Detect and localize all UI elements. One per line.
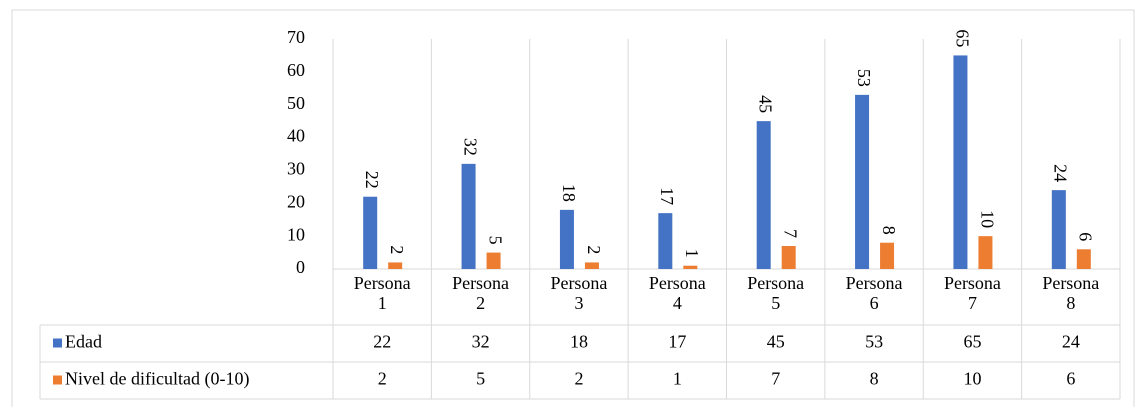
table-value: 32	[472, 332, 490, 352]
x-tick-label: Persona 2	[452, 273, 510, 313]
legend-key	[53, 338, 62, 348]
x-tick-label-box: Persona 3	[550, 273, 608, 313]
bar	[363, 196, 378, 269]
bar	[1051, 190, 1066, 269]
y-tick-label: 30	[287, 159, 305, 179]
data-label: 6	[1076, 232, 1096, 241]
x-tick-label-box: Persona 4	[648, 273, 706, 313]
x-tick-label-box: Persona 8	[1042, 273, 1100, 313]
x-tick-label-box: Persona 7	[943, 273, 1001, 313]
x-tick-label-box: Persona 1	[353, 273, 411, 313]
bar	[461, 163, 476, 269]
x-tick-label: Persona 4	[648, 273, 706, 313]
table-value: 2	[378, 369, 387, 389]
legend-key	[53, 375, 62, 385]
legend-label: Nivel de dificultad (0-10)	[65, 369, 249, 390]
data-label: 1	[682, 249, 702, 258]
x-tick-label: Persona 3	[550, 273, 608, 313]
table-value: 22	[373, 332, 391, 352]
y-tick-label: 60	[287, 60, 305, 80]
bar	[756, 121, 771, 270]
data-label: 32	[460, 138, 480, 156]
x-tick-label: Persona 6	[845, 273, 903, 313]
data-label: 65	[952, 29, 972, 47]
x-tick-label-box: Persona 5	[747, 273, 805, 313]
table-value: 8	[870, 369, 879, 389]
data-label: 53	[854, 69, 874, 87]
y-tick-label: 70	[287, 27, 305, 47]
bar	[486, 252, 501, 269]
bar	[388, 262, 403, 269]
bar	[781, 246, 796, 269]
table-value: 7	[771, 369, 780, 389]
table-value: 53	[865, 332, 883, 352]
table-value: 6	[1066, 369, 1075, 389]
table-value: 1	[673, 369, 682, 389]
data-label: 22	[362, 171, 382, 189]
x-tick-label: Persona 7	[943, 273, 1001, 313]
y-tick-label: 20	[287, 191, 305, 211]
data-label: 8	[879, 226, 899, 235]
bar	[559, 209, 574, 269]
data-label: 10	[977, 210, 997, 228]
table-value: 10	[963, 369, 981, 389]
table-value: 45	[767, 332, 785, 352]
data-label: 17	[657, 187, 677, 205]
bar	[880, 242, 895, 269]
bar	[855, 94, 870, 269]
legend-label: Edad	[65, 332, 102, 352]
x-tick-label-box: Persona 2	[452, 273, 510, 313]
y-tick-label: 40	[287, 126, 305, 146]
bar	[1076, 249, 1091, 269]
table-value: 5	[476, 369, 485, 389]
data-label: 2	[387, 245, 407, 254]
data-label: 5	[485, 236, 505, 245]
bar	[683, 265, 698, 269]
bar	[953, 55, 968, 269]
bar	[584, 262, 599, 269]
data-label: 24	[1051, 164, 1071, 182]
x-tick-label: Persona 5	[747, 273, 805, 313]
table-value: 17	[668, 332, 686, 352]
bar	[978, 236, 993, 269]
data-label: 18	[559, 184, 579, 202]
y-tick-label: 50	[287, 93, 305, 113]
x-tick-label: Persona 8	[1042, 273, 1100, 313]
bar	[658, 213, 673, 269]
x-tick-label-box: Persona 6	[845, 273, 903, 313]
data-label: 45	[756, 95, 776, 113]
y-tick-label: 10	[287, 224, 305, 244]
data-label: 2	[584, 245, 604, 254]
table-value: 2	[574, 369, 583, 389]
table-value: 65	[963, 332, 981, 352]
y-tick-label: 0	[296, 257, 305, 277]
table-value: 18	[570, 332, 588, 352]
x-tick-label: Persona 1	[353, 273, 411, 313]
data-label: 7	[781, 229, 801, 238]
table-value: 24	[1062, 332, 1080, 352]
